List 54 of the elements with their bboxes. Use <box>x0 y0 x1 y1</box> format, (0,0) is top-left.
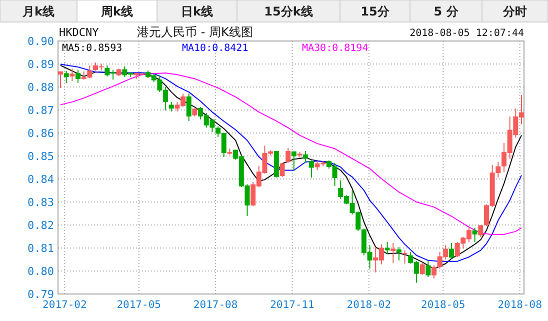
series-label: MA5:0.8593 <box>62 43 122 54</box>
y-tick-label: 0.81 <box>28 242 54 255</box>
candlestick <box>286 147 291 164</box>
x-tick-label: 2017-02 <box>42 299 87 311</box>
x-tick-label: 2017-05 <box>116 299 161 311</box>
text: 月k线 <box>22 4 54 18</box>
candlestick <box>448 242 454 260</box>
candlestick <box>402 250 408 264</box>
candlestick <box>478 224 484 238</box>
text: 15分k线 <box>264 4 313 18</box>
text: 15分 <box>360 4 390 18</box>
y-tick-label: 0.88 <box>28 81 54 94</box>
candlestick <box>70 68 75 82</box>
candlestick <box>426 260 431 278</box>
line-series <box>60 72 522 236</box>
text: MA30:0.8194 <box>302 43 368 54</box>
text: 日k线 <box>181 4 213 18</box>
y-tick-label: 0.90 <box>28 35 54 48</box>
y-tick-label: 0.87 <box>28 104 54 117</box>
candlestick <box>308 160 314 178</box>
text: 5 分 <box>434 4 460 18</box>
candlestick <box>280 162 285 178</box>
x-tick-label: 2018-05 <box>421 299 466 311</box>
y-tick-label: 0.79 <box>28 288 54 301</box>
text: 周k线 <box>100 4 133 18</box>
y-tick-label: 0.83 <box>28 196 54 209</box>
text: 2018-08-05 12:07:44 <box>410 28 524 39</box>
x-tick-label: 2017-08 <box>193 299 238 311</box>
x-tick-label: 2017-11 <box>270 299 314 311</box>
candlestick <box>390 242 396 264</box>
candlestick <box>472 227 478 243</box>
candlestick <box>64 70 69 84</box>
chart-title: 港元人民币 - 周K线图 <box>137 25 253 39</box>
y-tick-label: 0.84 <box>28 173 54 186</box>
text: 分时 <box>502 4 527 18</box>
candlestick <box>186 93 192 122</box>
y-tick-label: 0.86 <box>28 127 54 140</box>
text: MA10:0.8421 <box>182 43 248 54</box>
y-tick-label: 0.89 <box>28 58 54 71</box>
chart-subtitle: HKDCNY <box>59 26 100 39</box>
y-tick-label: 0.85 <box>28 150 54 163</box>
candlestick <box>384 242 390 254</box>
candlestick <box>396 246 402 261</box>
candlestick <box>168 101 174 112</box>
candlestick <box>76 69 81 84</box>
y-tick-label: 0.82 <box>28 219 54 232</box>
candlestick <box>303 150 308 164</box>
x-tick-label: 2018-08 <box>498 299 542 311</box>
y-tick-label: 0.80 <box>28 265 54 278</box>
x-tick-label: 2018-02 <box>346 299 392 311</box>
candlestick <box>420 262 425 276</box>
candlestick <box>431 264 436 280</box>
candlestick <box>58 70 63 88</box>
candlestick <box>291 150 296 171</box>
